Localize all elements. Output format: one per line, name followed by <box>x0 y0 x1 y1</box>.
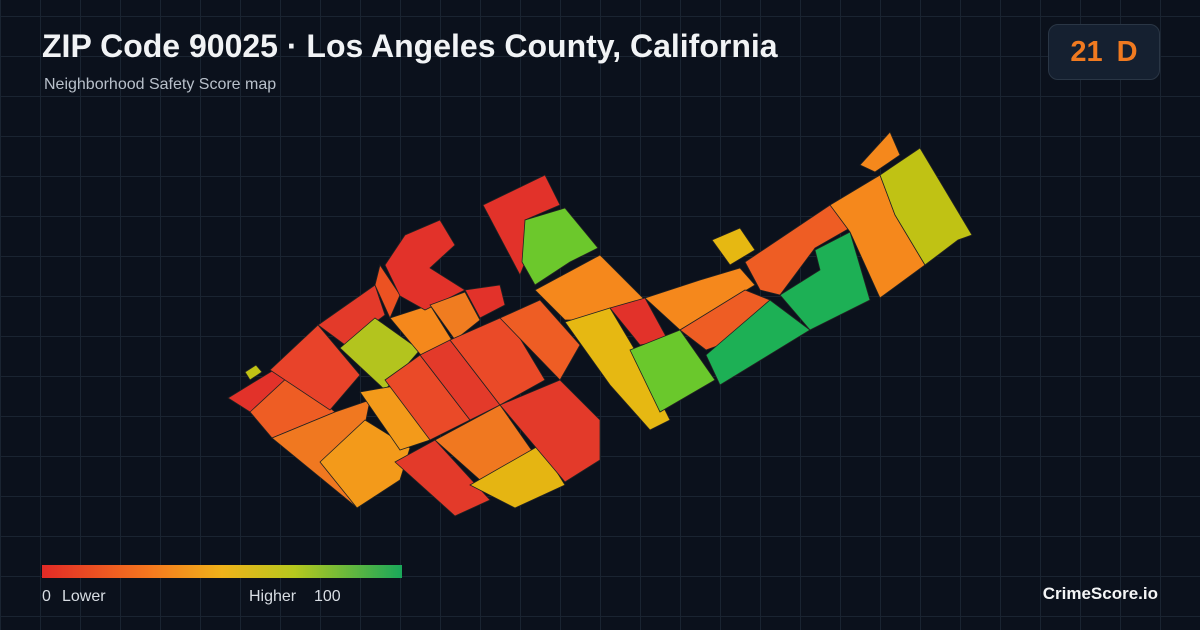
area <box>711 227 756 266</box>
legend-max: 100 <box>314 588 341 605</box>
legend-min: 0 <box>42 588 51 605</box>
score-badge: 21 D <box>1048 24 1160 80</box>
area <box>499 379 601 483</box>
brand: CrimeScore.io <box>1042 584 1158 603</box>
area <box>317 284 386 346</box>
title: ZIP Code 90025 · Los Angeles County, Cal… <box>42 28 778 64</box>
area <box>449 317 546 406</box>
legend-min-label: Lower <box>62 588 106 605</box>
area <box>521 207 599 286</box>
area <box>464 284 506 319</box>
area <box>859 131 901 173</box>
area <box>384 219 466 311</box>
score-value: 21 <box>1070 35 1103 68</box>
area <box>644 267 756 331</box>
area <box>469 444 566 509</box>
score-grade: D <box>1116 35 1138 68</box>
area <box>269 324 361 411</box>
area <box>629 329 716 413</box>
legend-gradient <box>42 565 402 578</box>
legend-max-label: Higher <box>249 588 297 605</box>
area <box>499 299 581 381</box>
area <box>394 439 491 517</box>
area <box>429 291 481 341</box>
area <box>244 364 263 381</box>
area <box>879 147 973 266</box>
subtitle: Neighborhood Safety Score map <box>44 76 277 93</box>
